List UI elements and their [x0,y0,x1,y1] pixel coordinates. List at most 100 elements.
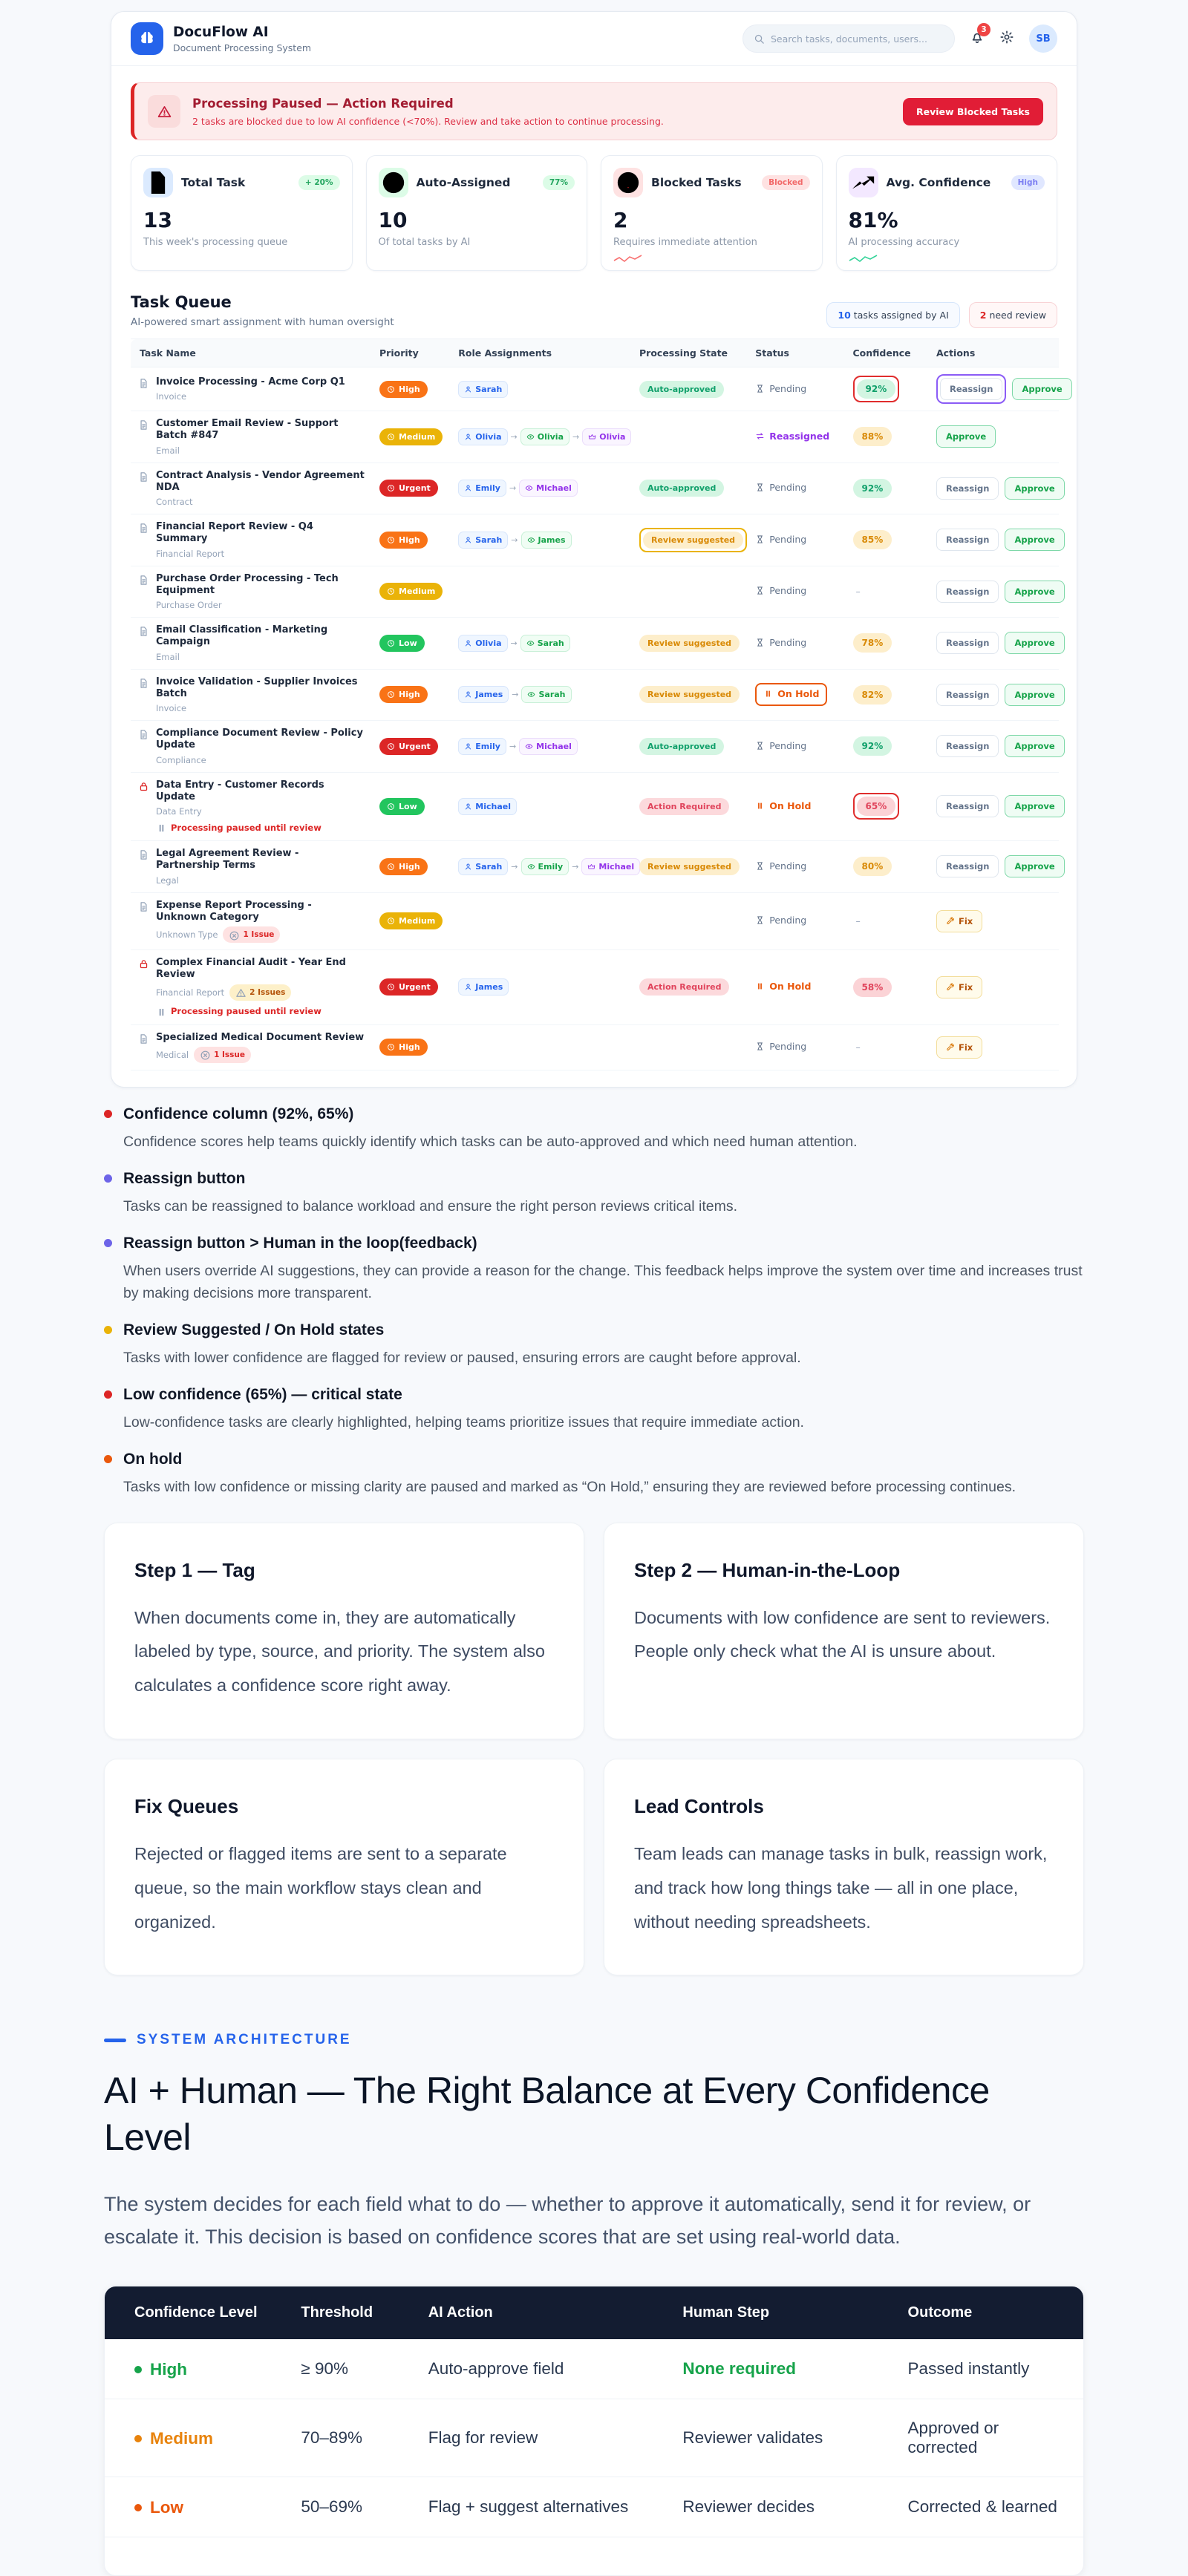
stat-label: Avg. Confidence [886,176,991,189]
role-chip: Sarah [520,634,570,652]
search-icon [754,33,765,45]
task-name: Expense Report Processing - Unknown Cate… [156,899,312,923]
annotation-highlight: On Hold [755,683,828,707]
confidence-pill: 58% [852,977,892,997]
notifications-button[interactable]: 3 [970,22,990,48]
stat-badge: 77% [542,175,575,190]
level-label: Low [134,2498,183,2517]
role-chip: Olivia [458,428,508,445]
pause-icon [156,1007,167,1018]
column-header: Role Assignments [451,339,632,367]
role-chip: Olivia [458,634,508,652]
avatar[interactable]: SB [1029,24,1057,53]
clock-icon [387,742,395,751]
bullet-dot-icon [104,1109,112,1118]
settings-button[interactable] [999,30,1014,48]
arrow-right-icon: → [509,483,517,494]
task-row: Legal Agreement Review - Partnership Ter… [131,840,1065,893]
feature-card-title: Step 1 — Tag [134,1558,255,1581]
reassign-button[interactable]: Reassign [940,378,1003,400]
reassign-button[interactable]: Reassign [936,580,999,603]
status: On Hold [755,800,811,811]
reassign-button[interactable]: Reassign [936,795,999,818]
queue-count-badge: 2 need review [968,302,1057,328]
search-input[interactable] [771,33,944,45]
confidence-value: – [855,586,861,598]
role-assignments: Sarah → Emily → Michael [458,857,641,875]
approve-button[interactable]: Approve [1005,477,1065,500]
hourglass-icon [755,1042,765,1051]
confidence-table: Confidence Level Threshold AI Action Human … [104,2285,1084,2576]
callout-title: Reassign button [123,1170,246,1187]
hourglass-icon [755,638,765,647]
confidence-pill: 92% [852,478,892,498]
confidence-pill: 82% [852,684,892,705]
paused-note: Processing paused until review [156,821,365,834]
approve-button[interactable]: Approve [1005,855,1065,878]
confidence-pill: 85% [852,530,892,550]
approve-button[interactable]: Approve [936,425,996,448]
clock-icon [387,484,395,492]
role-chip: Michael [581,857,641,875]
reassign-button[interactable]: Reassign [936,632,999,655]
priority-pill: Urgent [379,480,438,497]
role-chip: Emily [458,480,506,497]
role-chip: Michael [458,797,517,815]
search-box[interactable] [742,24,955,53]
role-assignments: Emily → Michael [458,480,624,497]
eyebrow-label: SYSTEM ARCHITECTURE [137,2032,352,2048]
priority-pill: Medium [379,912,443,930]
reassign-button[interactable]: Reassign [936,477,999,500]
eye-icon [525,742,533,751]
alert-title: Processing Paused — Action Required [192,96,454,111]
task-name: Legal Agreement Review - Partnership Ter… [156,848,299,872]
wrench-icon [946,983,955,992]
column-header: Human Step [672,2286,898,2339]
fix-button[interactable]: Fix [936,1036,983,1059]
role-chip: Michael [519,480,578,497]
role-chip: Sarah [458,531,509,549]
approve-button[interactable]: Approve [1005,632,1065,655]
status: Pending [755,1041,806,1052]
reassign-button[interactable]: Reassign [936,855,999,878]
reassign-button[interactable]: Reassign [936,735,999,758]
approve-button[interactable]: Approve [1005,735,1065,758]
approve-button[interactable]: Approve [1005,580,1065,603]
status: Pending [755,585,806,596]
eye-icon [527,536,535,544]
stat-label: Auto-Assigned [416,176,511,189]
priority-pill: High [379,686,428,704]
threshold-value: 70–89% [290,2399,418,2477]
arrow-right-icon: → [510,431,518,442]
queue-count-badge: 10 tasks assigned by AI [826,302,960,328]
role-chip: Emily [458,737,506,755]
pause-icon [755,801,765,811]
x-circle-icon [229,930,240,941]
fix-button[interactable]: Fix [936,909,983,932]
reassign-button[interactable]: Reassign [936,683,999,706]
table-bottom-spacer [105,2536,1083,2575]
confidence-pill: 80% [852,857,892,877]
section-title: AI + Human — The Right Balance at Every … [104,2070,990,2158]
status: Pending [755,860,806,872]
callout-body: When users override AI suggestions, they… [123,1263,1083,1301]
review-blocked-tasks-button[interactable]: Review Blocked Tasks [902,97,1043,125]
processing-state-pill: Action Required [639,978,730,996]
approve-button[interactable]: Approve [1012,378,1072,400]
document-icon [138,901,149,912]
column-header: Priority [372,339,451,367]
approve-button[interactable]: Approve [1005,683,1065,706]
bullet-dot-icon [104,1325,112,1334]
clock-icon [387,639,395,647]
role-chip: Sarah [458,857,509,875]
section-eyebrow: SYSTEM ARCHITECTURE [104,2032,1084,2048]
person-icon [464,983,472,991]
reassign-button[interactable]: Reassign [936,529,999,552]
approve-button[interactable]: Approve [1005,529,1065,552]
level-label: Medium [134,2429,213,2448]
arrow-right-icon: → [511,535,518,545]
feature-card-body: Rejected or flagged items are sent to a … [134,1843,507,1932]
approve-button[interactable]: Approve [1005,795,1065,818]
task-category: Invoice [156,703,187,713]
fix-button[interactable]: Fix [936,975,983,998]
